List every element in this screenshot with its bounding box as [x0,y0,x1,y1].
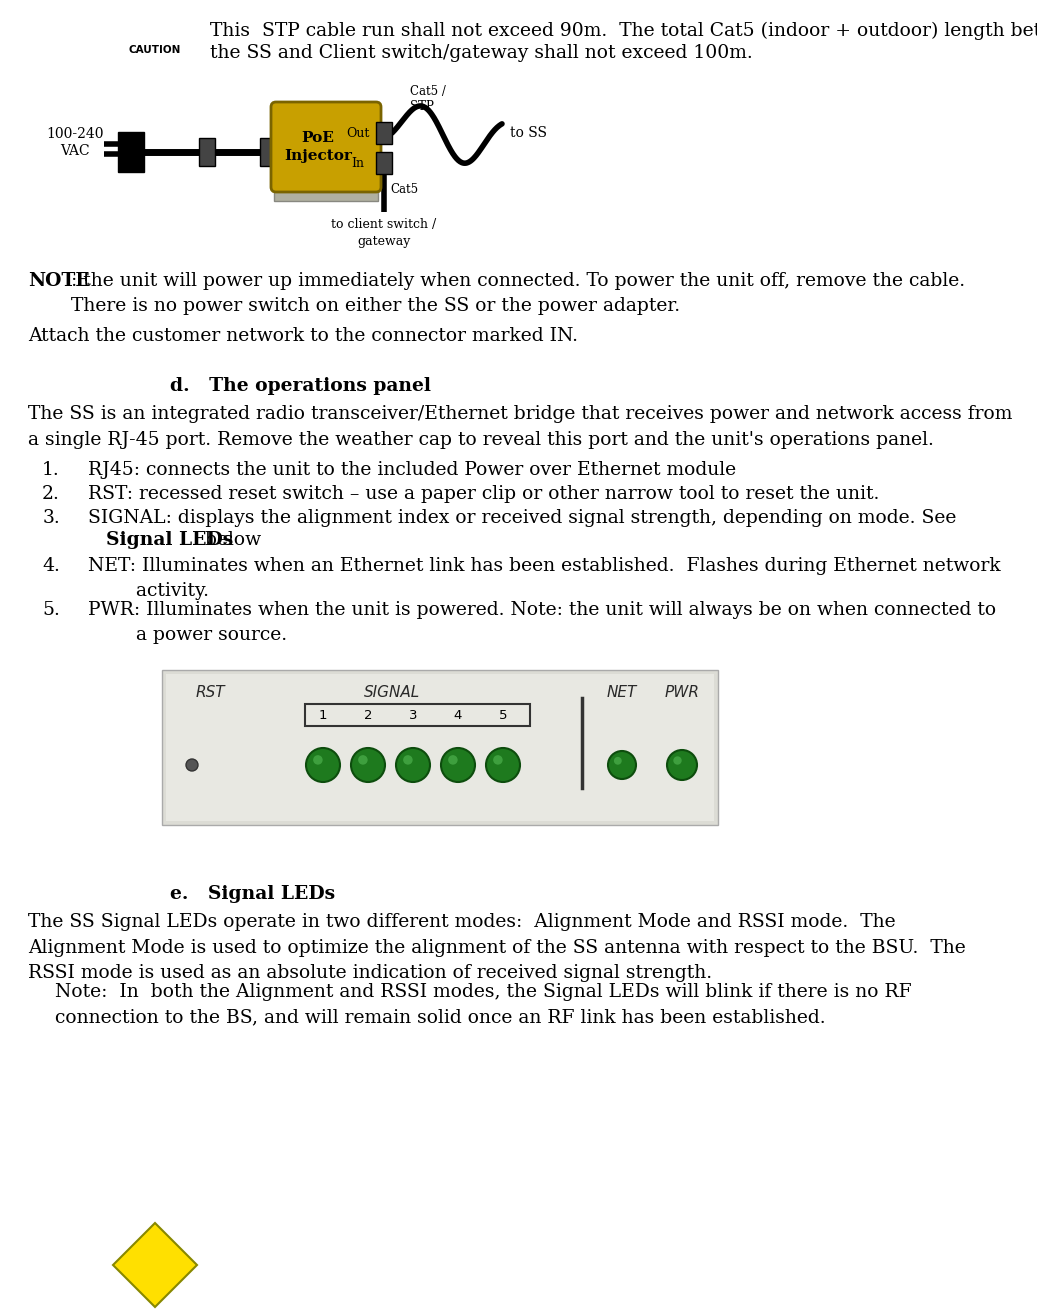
Text: the SS and Client switch/gateway shall not exceed 100m.: the SS and Client switch/gateway shall n… [211,43,753,62]
Text: : the unit will power up immediately when connected. To power the unit off, remo: : the unit will power up immediately whe… [71,272,965,316]
Text: 1: 1 [318,709,328,722]
Circle shape [351,748,385,782]
FancyBboxPatch shape [260,138,276,166]
Circle shape [667,750,697,780]
Polygon shape [113,1223,197,1307]
Text: e.   Signal LEDs: e. Signal LEDs [170,885,335,903]
Text: d.   The operations panel: d. The operations panel [170,377,431,394]
Circle shape [673,756,681,765]
Text: RST: RST [195,685,225,700]
Circle shape [608,751,636,778]
FancyBboxPatch shape [271,103,381,192]
Text: SIGNAL: SIGNAL [364,685,420,700]
Text: 3.: 3. [43,509,60,527]
Text: 5: 5 [499,709,507,722]
FancyBboxPatch shape [376,153,392,174]
Text: In: In [352,156,364,170]
Text: Attach the customer network to the connector marked IN.: Attach the customer network to the conne… [28,327,578,345]
Text: Cat5 /
STP: Cat5 / STP [410,85,446,113]
Circle shape [358,755,368,764]
Text: 2.: 2. [43,485,60,504]
Circle shape [494,755,503,764]
Text: Note:  In  both the Alignment and RSSI modes, the Signal LEDs will blink if ther: Note: In both the Alignment and RSSI mod… [55,984,912,1027]
Text: to SS: to SS [510,126,546,139]
Text: NET: NET [607,685,637,700]
Circle shape [486,748,520,782]
Circle shape [396,748,430,782]
Text: to client switch /
gateway: to client switch / gateway [332,218,437,247]
Text: The SS is an integrated radio transceiver/Ethernet bridge that receives power an: The SS is an integrated radio transceive… [28,405,1012,448]
Text: Signal LEDs: Signal LEDs [106,531,233,548]
Text: 100-240
VAC: 100-240 VAC [47,128,104,158]
Text: The SS Signal LEDs operate in two different modes:  Alignment Mode and RSSI mode: The SS Signal LEDs operate in two differ… [28,913,965,982]
Text: NOTE: NOTE [28,272,90,291]
Circle shape [186,759,198,771]
FancyBboxPatch shape [376,122,392,145]
FancyBboxPatch shape [118,132,144,172]
Circle shape [403,755,413,764]
Text: 5.: 5. [43,601,60,619]
Circle shape [306,748,340,782]
FancyBboxPatch shape [162,671,718,825]
Text: 3: 3 [409,709,417,722]
Text: below: below [199,531,261,548]
FancyBboxPatch shape [199,138,215,166]
Text: Cat5: Cat5 [390,183,418,196]
Text: PWR: PWR [665,685,700,700]
FancyBboxPatch shape [274,187,379,201]
Text: 2: 2 [364,709,372,722]
Text: NET: Illuminates when an Ethernet link has been established.  Flashes during Eth: NET: Illuminates when an Ethernet link h… [88,558,1001,600]
Circle shape [614,757,622,765]
Text: RJ45: connects the unit to the included Power over Ethernet module: RJ45: connects the unit to the included … [88,462,736,479]
Circle shape [313,755,323,764]
Text: 4.: 4. [43,558,60,575]
Circle shape [441,748,475,782]
Text: 4: 4 [454,709,463,722]
Text: RST: recessed reset switch – use a paper clip or other narrow tool to reset the : RST: recessed reset switch – use a paper… [88,485,879,504]
Circle shape [448,755,457,764]
Text: SIGNAL: displays the alignment index or received signal strength, depending on m: SIGNAL: displays the alignment index or … [88,509,956,527]
Text: Out: Out [346,126,369,139]
Text: PWR: Illuminates when the unit is powered. Note: the unit will always be on when: PWR: Illuminates when the unit is powere… [88,601,997,644]
Text: PoE
Injector: PoE Injector [284,130,352,163]
Text: This  STP cable run shall not exceed 90m.  The total Cat5 (indoor + outdoor) len: This STP cable run shall not exceed 90m.… [211,22,1037,41]
FancyBboxPatch shape [166,675,714,821]
Text: 1.: 1. [43,462,60,479]
Text: CAUTION: CAUTION [129,45,181,55]
